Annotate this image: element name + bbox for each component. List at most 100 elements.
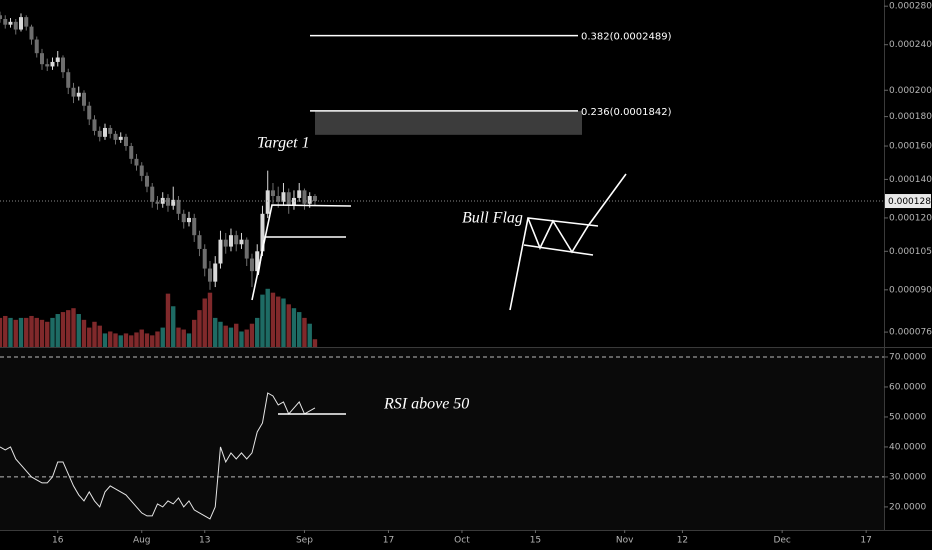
candle-body <box>60 57 65 73</box>
x-tick-label: Nov <box>616 536 634 546</box>
candle-body <box>139 165 144 176</box>
y-tick-label: 20.0000 <box>889 502 926 512</box>
fib-label: 0.382(0.0002489) <box>581 32 672 43</box>
volume-bar <box>244 329 249 347</box>
volume-bar <box>249 323 255 347</box>
volume-bar <box>265 288 270 347</box>
candle-body <box>45 64 50 67</box>
volume-bar <box>144 333 150 347</box>
volume-bar <box>202 298 207 347</box>
candle-body <box>76 92 81 97</box>
y-tick-label: 0.0000760 <box>889 328 932 338</box>
x-tick-label: 12 <box>677 536 688 546</box>
candle-body <box>307 196 312 204</box>
candle-body <box>66 72 71 88</box>
candle-body <box>144 175 149 187</box>
volume-bar <box>92 321 97 347</box>
y-tick-label: 50.0000 <box>889 412 926 422</box>
volume-bar <box>13 319 18 347</box>
candle-body <box>202 248 207 269</box>
drawings <box>251 173 627 415</box>
volume-bar <box>176 327 181 347</box>
volume-bar <box>150 335 155 347</box>
candle-body <box>134 158 139 166</box>
candle-body <box>102 127 107 137</box>
volume-bar <box>228 327 234 347</box>
candle-body <box>312 196 317 202</box>
volume-bar <box>192 319 197 347</box>
candle-body <box>150 186 155 202</box>
candle-body <box>108 127 113 134</box>
bull-flag-drawing <box>523 244 594 256</box>
volume-bar <box>181 329 186 347</box>
candle-body <box>81 92 86 106</box>
candle-body <box>260 213 265 252</box>
candle-body <box>207 268 212 282</box>
volume-bar <box>123 333 129 347</box>
volume-bar <box>297 312 302 347</box>
candle-body <box>92 119 97 131</box>
candle-body <box>13 21 18 30</box>
x-tick-label: Aug <box>133 536 151 546</box>
candle-body <box>223 239 228 247</box>
x-tick-label: Oct <box>454 536 470 546</box>
volume-bar <box>66 310 71 347</box>
candle-body <box>291 197 296 206</box>
candle-body <box>297 190 302 198</box>
volume-bar <box>39 319 45 347</box>
volume-bar <box>186 333 192 347</box>
x-tick-label: Sep <box>296 536 313 546</box>
candle-body <box>8 21 13 25</box>
volume-bar <box>197 310 202 347</box>
candle-body <box>123 136 128 147</box>
volume-bar <box>165 293 171 347</box>
volume-bar <box>307 323 312 347</box>
x-tick-label: 16 <box>52 536 64 546</box>
volume-bar <box>171 306 176 347</box>
candle-body <box>234 235 239 245</box>
volume-bar <box>129 335 134 347</box>
volume-bar <box>118 335 123 347</box>
candle-body <box>55 57 60 62</box>
x-tick-label: Dec <box>773 536 790 546</box>
volume-bar <box>34 317 39 347</box>
candle-body <box>228 235 233 247</box>
candle-body <box>286 192 291 206</box>
candle-body <box>87 105 92 120</box>
candle-body <box>255 251 260 272</box>
candle-body <box>186 217 191 223</box>
volume-bar <box>50 317 55 347</box>
candle-body <box>281 192 286 202</box>
candle-body <box>39 53 44 65</box>
bull-flag-drawing <box>527 173 627 254</box>
volume-bar <box>276 296 281 347</box>
volume-bar <box>291 308 297 347</box>
x-tick-label: 17 <box>860 536 871 546</box>
annotation: Bull Flag <box>462 210 523 227</box>
candle-body <box>71 87 76 97</box>
candle-body <box>218 239 223 264</box>
y-tick-label: 30.0000 <box>889 472 926 482</box>
candle-body <box>171 199 176 206</box>
volume-bar <box>81 319 87 347</box>
y-tick-label: 40.0000 <box>889 442 926 452</box>
volume-bar <box>55 314 60 347</box>
volume-bar <box>108 331 113 347</box>
candle-body <box>0 15 2 19</box>
candle-body <box>113 133 118 140</box>
volume-bar <box>139 329 144 347</box>
volume-bar <box>270 292 276 347</box>
annotation: Target 1 <box>257 135 310 152</box>
volume-bar <box>102 333 108 347</box>
volume-bar <box>286 304 291 347</box>
candle-body <box>129 146 134 159</box>
candle-body <box>213 263 218 282</box>
flag-drawing <box>257 239 265 276</box>
candle-body <box>176 199 181 214</box>
volume-bar <box>97 325 102 347</box>
candle-body <box>165 197 170 206</box>
